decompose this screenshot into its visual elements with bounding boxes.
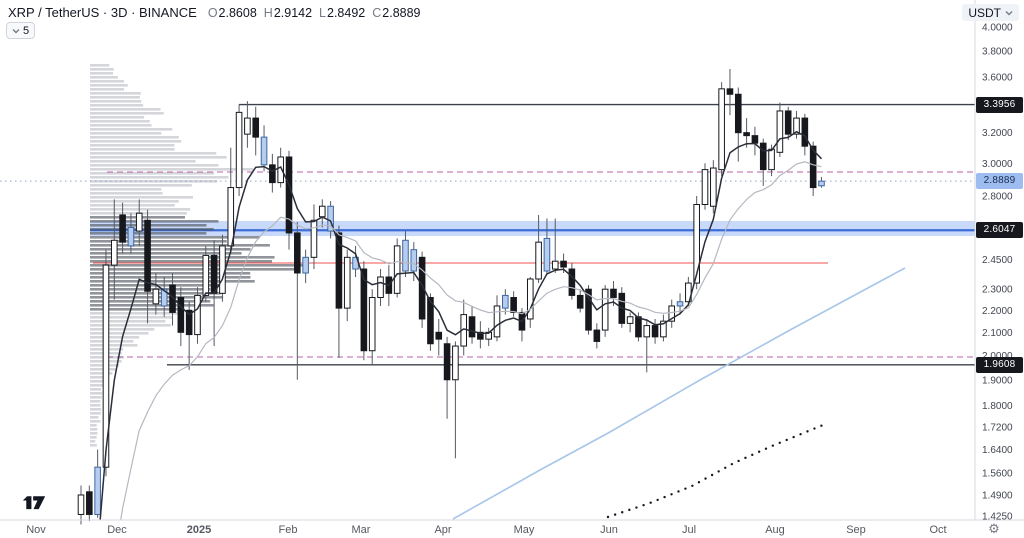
chevron-down-icon: [12, 27, 20, 35]
price-badge-3.3956: 3.3956: [976, 96, 1023, 113]
svg-text:1.6400: 1.6400: [982, 445, 1013, 456]
svg-text:Sep: Sep: [846, 524, 866, 536]
indicators-count: 5: [23, 24, 30, 37]
svg-text:1.7200: 1.7200: [982, 422, 1013, 433]
svg-text:1.4250: 1.4250: [982, 512, 1013, 523]
svg-text:Feb: Feb: [279, 524, 298, 536]
svg-text:1.9000: 1.9000: [982, 375, 1013, 386]
symbol-legend: XRP / TetherUS · 3D · BINANCE O2.8608 H2…: [8, 5, 421, 20]
ohlc-values: O2.8608 H2.9142 L2.8492 C2.8889: [208, 6, 421, 20]
blue-zone-band[interactable]: [90, 220, 975, 237]
ohlc-low-label: L: [319, 5, 326, 20]
svg-text:Oct: Oct: [929, 524, 946, 536]
svg-text:2.8000: 2.8000: [982, 191, 1013, 202]
svg-text:2025: 2025: [187, 524, 211, 536]
tradingview-logo-icon[interactable]: [22, 496, 46, 516]
ohlc-close-value: 2.8889: [382, 5, 421, 20]
svg-text:Jul: Jul: [682, 524, 696, 536]
svg-text:3.6000: 3.6000: [982, 72, 1013, 83]
chevron-down-icon: [1005, 9, 1013, 17]
symbol-title[interactable]: XRP / TetherUS · 3D · BINANCE: [8, 5, 197, 20]
volume-profile: [90, 64, 304, 447]
ohlc-high-value: 2.9142: [273, 5, 313, 20]
price-axis[interactable]: 4.0000 3.8000 3.6000 3.2000 3.0000 2.8000 2.45…: [982, 22, 1013, 522]
ma-fast: [99, 130, 823, 520]
svg-text:2.3000: 2.3000: [982, 285, 1013, 296]
ohlc-open-label: O: [207, 5, 218, 20]
currency-unit-button[interactable]: USDT: [962, 4, 1019, 21]
ma-slow: [120, 161, 822, 520]
svg-text:1.8000: 1.8000: [982, 401, 1013, 412]
price-badge-2.8889: 2.8889: [976, 173, 1023, 190]
gear-icon[interactable]: ⚙: [988, 521, 1000, 536]
svg-text:Dec: Dec: [107, 524, 127, 536]
ohlc-high-label: H: [263, 5, 273, 20]
ohlc-low-value: 2.8492: [327, 5, 366, 20]
svg-text:May: May: [514, 524, 535, 536]
svg-text:3.2000: 3.2000: [982, 128, 1013, 139]
svg-text:Apr: Apr: [434, 524, 451, 536]
candles: [77, 69, 825, 525]
time-axis[interactable]: Nov Dec 2025 Feb Mar Apr May Jun Jul Aug Sep Oct: [26, 524, 946, 536]
svg-text:2.0000: 2.0000: [982, 351, 1013, 362]
svg-text:Jun: Jun: [600, 524, 618, 536]
svg-text:Mar: Mar: [352, 524, 371, 536]
svg-text:3.0000: 3.0000: [982, 159, 1013, 170]
price-badge-1.9608: 1.9608: [976, 356, 1023, 373]
ohlc-close-label: C: [372, 5, 382, 20]
svg-text:Aug: Aug: [765, 524, 785, 536]
ohlc-open-value: 2.8608: [218, 5, 257, 20]
svg-text:Nov: Nov: [26, 524, 46, 536]
svg-text:1.4900: 1.4900: [982, 490, 1013, 501]
price-badge-2.6047: 2.6047: [976, 222, 1023, 239]
dotted-trendline[interactable]: [606, 424, 823, 519]
svg-text:4.0000: 4.0000: [982, 22, 1013, 33]
svg-text:2.2000: 2.2000: [982, 306, 1013, 317]
svg-text:3.8000: 3.8000: [982, 47, 1013, 58]
svg-text:2.1000: 2.1000: [982, 328, 1013, 339]
trendline-blue[interactable]: [452, 267, 906, 520]
svg-text:1.5600: 1.5600: [982, 469, 1013, 480]
indicators-collapse-button[interactable]: 5: [6, 22, 36, 39]
currency-label: USDT: [968, 5, 1001, 20]
svg-text:2.4500: 2.4500: [982, 255, 1013, 266]
